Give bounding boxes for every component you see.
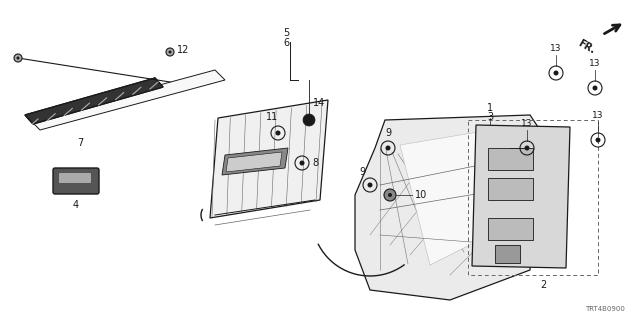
Circle shape: [554, 70, 559, 76]
Polygon shape: [30, 70, 225, 130]
Circle shape: [275, 131, 280, 135]
Circle shape: [14, 54, 22, 62]
Text: 12: 12: [177, 45, 189, 55]
Circle shape: [388, 193, 392, 197]
Polygon shape: [25, 78, 163, 124]
Circle shape: [595, 138, 600, 142]
Circle shape: [384, 189, 396, 201]
Text: 13: 13: [550, 44, 562, 53]
Text: 13: 13: [521, 119, 532, 128]
Text: 7: 7: [77, 138, 83, 148]
Circle shape: [168, 51, 172, 53]
Polygon shape: [25, 78, 163, 124]
Text: FR.: FR.: [577, 38, 597, 56]
Text: 11: 11: [266, 112, 278, 122]
Text: 4: 4: [73, 200, 79, 210]
Text: 1: 1: [487, 103, 493, 113]
FancyBboxPatch shape: [488, 178, 533, 200]
FancyBboxPatch shape: [53, 168, 99, 194]
Text: 5: 5: [283, 28, 289, 38]
Text: 13: 13: [589, 59, 601, 68]
Polygon shape: [472, 125, 570, 268]
FancyBboxPatch shape: [495, 245, 520, 263]
Circle shape: [300, 161, 305, 165]
Text: 6: 6: [283, 38, 289, 48]
Text: 13: 13: [493, 143, 505, 153]
Circle shape: [385, 146, 390, 150]
Polygon shape: [400, 130, 520, 265]
Circle shape: [303, 114, 315, 126]
Polygon shape: [210, 100, 328, 218]
Text: 13: 13: [592, 111, 604, 120]
Circle shape: [17, 57, 19, 60]
Polygon shape: [222, 148, 288, 175]
Text: 8: 8: [312, 158, 318, 168]
Text: 2: 2: [540, 280, 547, 290]
Text: 3: 3: [487, 112, 493, 122]
Text: 9: 9: [359, 167, 365, 177]
Circle shape: [593, 85, 598, 91]
Circle shape: [525, 146, 529, 150]
FancyBboxPatch shape: [488, 148, 533, 170]
Text: 14: 14: [313, 98, 325, 108]
Polygon shape: [226, 152, 282, 172]
Polygon shape: [355, 115, 540, 300]
Circle shape: [166, 48, 174, 56]
Text: 10: 10: [415, 190, 428, 200]
Text: TRT4B0900: TRT4B0900: [585, 306, 625, 312]
Circle shape: [367, 182, 372, 188]
Text: 9: 9: [385, 128, 391, 138]
FancyBboxPatch shape: [488, 218, 533, 240]
FancyBboxPatch shape: [59, 173, 91, 183]
